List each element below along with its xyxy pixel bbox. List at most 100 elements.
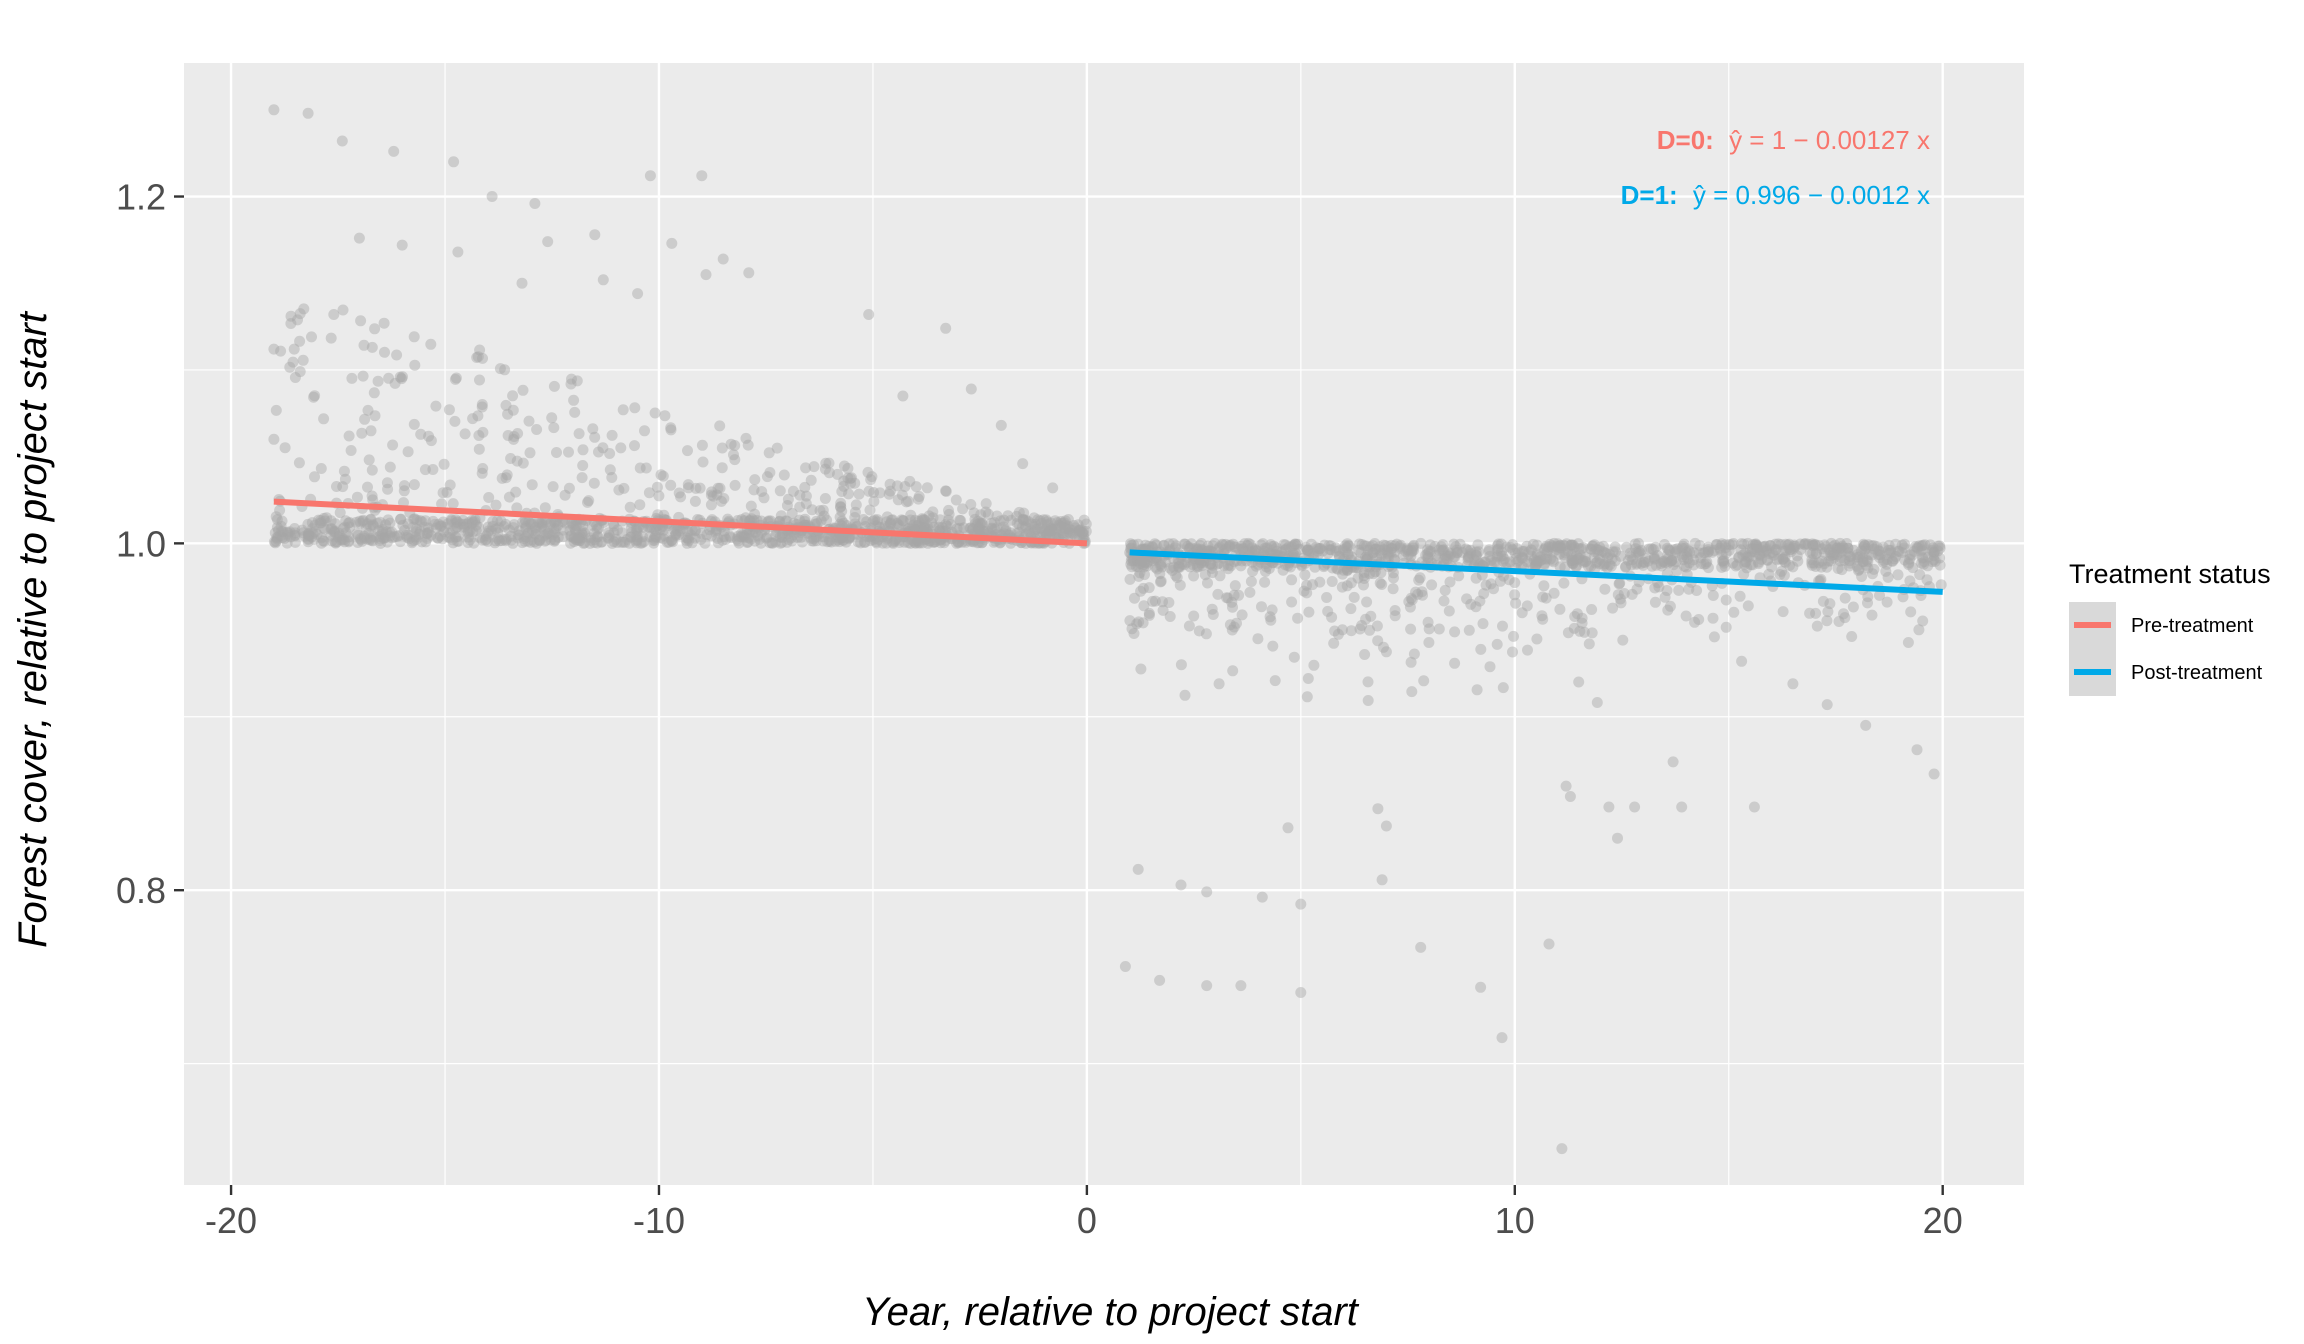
- scatter-point: [1551, 544, 1563, 555]
- scatter-point: [1541, 553, 1553, 565]
- scatter-point: [1338, 564, 1350, 576]
- scatter-point: [799, 513, 811, 525]
- scatter-point: [1492, 543, 1504, 555]
- scatter-point: [1862, 562, 1874, 574]
- scatter-point: [1750, 538, 1762, 550]
- scatter-point: [976, 518, 988, 530]
- scatter-point: [1124, 573, 1136, 585]
- scatter-point: [817, 535, 829, 547]
- scatter-point: [382, 483, 394, 495]
- scatter-point: [689, 532, 701, 544]
- scatter-point: [1852, 551, 1864, 563]
- scatter-point: [1642, 555, 1654, 567]
- scatter-point: [308, 533, 320, 545]
- scatter-point: [1645, 543, 1657, 555]
- scatter-point: [825, 536, 837, 548]
- scatter-point: [1207, 540, 1219, 552]
- x-tick-label-1: -10: [633, 1200, 685, 1241]
- scatter-point: [1825, 547, 1836, 559]
- scatter-point: [362, 404, 374, 416]
- scatter-point: [1504, 556, 1516, 568]
- scatter-point: [584, 537, 596, 549]
- scatter-point: [1710, 539, 1722, 550]
- scatter-point: [343, 535, 355, 547]
- scatter-point: [364, 532, 376, 544]
- scatter-point: [577, 460, 589, 471]
- scatter-point: [1135, 585, 1147, 597]
- scatter-point: [1449, 626, 1461, 638]
- scatter-point: [1361, 596, 1373, 608]
- scatter-point: [1394, 542, 1406, 554]
- scatter-point: [559, 489, 571, 501]
- scatter-point: [591, 537, 603, 549]
- scatter-point: [667, 536, 679, 548]
- scatter-point: [1904, 553, 1916, 565]
- scatter-point: [965, 499, 977, 510]
- scatter-point: [315, 463, 327, 474]
- scatter-point: [511, 502, 523, 514]
- scatter-point: [1380, 540, 1392, 552]
- scatter-point: [1321, 592, 1333, 603]
- scatter-point: [1184, 561, 1196, 573]
- scatter-point: [411, 523, 423, 535]
- scatter-point: [281, 537, 293, 549]
- scatter-point: [1833, 616, 1845, 627]
- scatter-point: [749, 508, 761, 520]
- scatter-point: [781, 528, 793, 540]
- scatter-point: [631, 525, 643, 537]
- scatter-point: [447, 537, 459, 549]
- scatter-point: [927, 506, 939, 518]
- scatter-point: [1784, 559, 1796, 571]
- scatter-point: [406, 535, 418, 547]
- scatter-point: [1843, 555, 1855, 567]
- scatter-point: [982, 508, 994, 520]
- scatter-point: [1649, 582, 1661, 594]
- scatter-point: [1819, 547, 1831, 559]
- scatter-point: [770, 529, 782, 541]
- scatter-point: [1341, 538, 1353, 550]
- scatter-point: [842, 472, 854, 484]
- scatter-point: [447, 525, 459, 537]
- scatter-point: [1000, 525, 1011, 537]
- scatter-point: [670, 530, 682, 541]
- scatter-point: [394, 371, 406, 383]
- scatter-point: [1047, 482, 1059, 494]
- scatter-point: [1435, 541, 1447, 553]
- scatter-point: [1919, 539, 1931, 551]
- scatter-point: [810, 531, 822, 543]
- scatter-point: [1223, 541, 1235, 553]
- scatter-point: [1194, 539, 1206, 551]
- scatter-point: [432, 532, 444, 544]
- scatter-point: [863, 309, 875, 320]
- scatter-point: [1287, 548, 1299, 560]
- scatter-point: [1339, 546, 1351, 557]
- scatter-point: [606, 537, 618, 549]
- scatter-point: [275, 345, 287, 357]
- scatter-point: [496, 472, 508, 484]
- scatter-point: [995, 515, 1006, 527]
- legend-label-pre-treatment: Pre-treatment: [2131, 615, 2254, 637]
- scatter-point: [1745, 559, 1757, 571]
- scatter-point: [988, 517, 1000, 528]
- scatter-point: [1540, 592, 1552, 604]
- scatter-point: [649, 534, 660, 546]
- scatter-point: [1770, 544, 1781, 556]
- scatter-point: [308, 391, 320, 403]
- scatter-point: [1928, 546, 1940, 558]
- scatter-point: [1374, 544, 1386, 556]
- scatter-point: [396, 373, 408, 385]
- scatter-point: [1301, 691, 1313, 703]
- scatter-point: [893, 534, 905, 546]
- scatter-point: [1016, 521, 1028, 533]
- scatter-point: [462, 537, 474, 549]
- scatter-point: [639, 425, 650, 437]
- scatter-point: [492, 533, 504, 545]
- scatter-point: [1626, 588, 1638, 600]
- scatter-point: [1280, 539, 1292, 551]
- scatter-point: [1903, 557, 1915, 569]
- scatter-point: [1825, 550, 1837, 562]
- scatter-point: [1298, 585, 1310, 597]
- scatter-point: [927, 536, 939, 548]
- scatter-point: [1700, 558, 1712, 570]
- scatter-point: [1739, 547, 1751, 559]
